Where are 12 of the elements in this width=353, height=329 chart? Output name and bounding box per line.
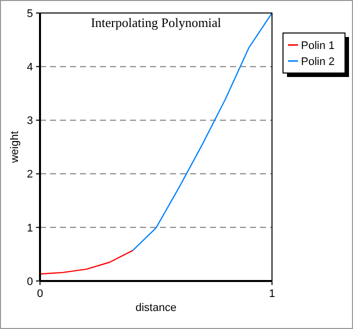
y-axis-title: weight	[9, 131, 21, 164]
x-axis-title: distance	[136, 302, 176, 314]
line-series	[39, 250, 134, 275]
y-tick-label: 0	[26, 276, 33, 288]
y-tick-label: 3	[26, 115, 33, 128]
y-tick-label: 2	[26, 168, 33, 181]
y-tick-label: 5	[26, 8, 33, 20]
y-tick-label: 4	[26, 61, 33, 74]
y-tick-label: 1	[26, 222, 33, 234]
chart-title: Interpolating Polynomial	[90, 15, 222, 30]
legend-label: Polin 2	[301, 56, 335, 68]
legend-label: Polin 1	[301, 40, 335, 52]
